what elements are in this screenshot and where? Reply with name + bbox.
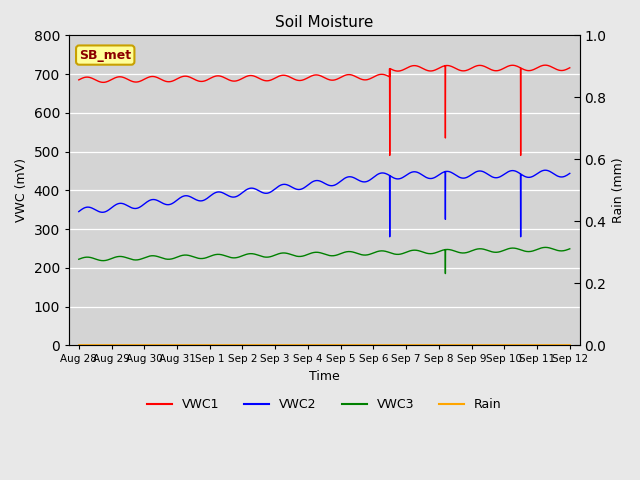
X-axis label: Time: Time (309, 370, 340, 383)
Y-axis label: Rain (mm): Rain (mm) (612, 157, 625, 223)
Y-axis label: VWC (mV): VWC (mV) (15, 158, 28, 222)
Text: SB_met: SB_met (79, 48, 131, 61)
Legend: VWC1, VWC2, VWC3, Rain: VWC1, VWC2, VWC3, Rain (141, 394, 507, 417)
Title: Soil Moisture: Soil Moisture (275, 15, 374, 30)
